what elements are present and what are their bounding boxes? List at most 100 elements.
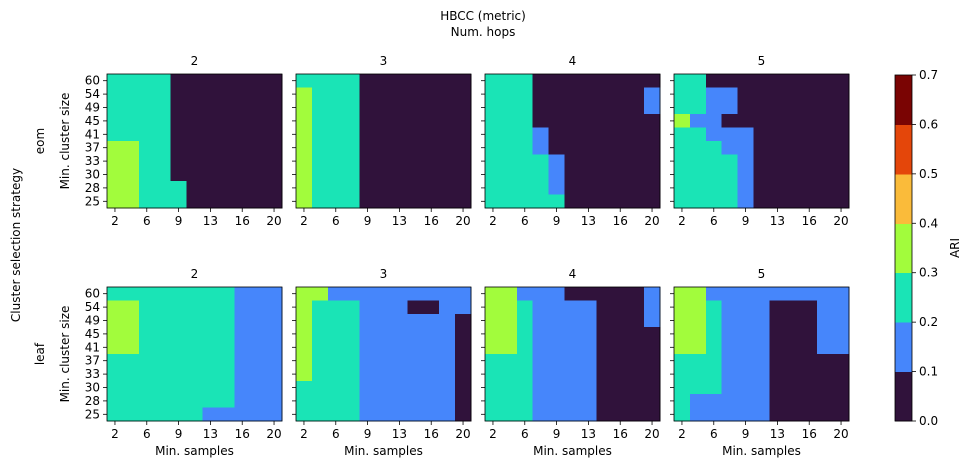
heatmap-cell [737,327,755,342]
heatmap-cell [343,141,361,155]
heatmap-cell [674,300,691,315]
heatmap-cell [564,340,582,355]
heatmap-cell [455,313,472,328]
heatmap-cell [689,407,707,422]
heatmap-cell [423,354,440,368]
heatmap-cell [674,313,691,328]
heatmap-cell [407,327,424,342]
heatmap-cell [375,407,393,422]
heatmap-cell [721,114,739,129]
heatmap-cell [250,100,267,115]
heatmap-cell [500,141,518,155]
heatmap-cell [234,141,251,155]
heatmap-cell [455,194,472,209]
heatmap-cell [343,313,361,328]
heatmap-cell [485,141,502,155]
heatmap-cell [375,167,393,182]
heatmap-cell [311,167,329,182]
heatmap-cell [122,141,140,155]
x-tick-label: 20 [455,214,470,228]
heatmap-cell [154,141,172,155]
colorbar-segment [895,173,912,224]
heatmap-cell [689,300,707,315]
heatmap-cell [580,127,597,142]
heatmap-cell [612,354,629,368]
heatmap-cell [580,141,597,155]
heatmap-cell [753,340,771,355]
heatmap-cell [785,407,802,422]
heatmap-cell [612,100,629,115]
heatmap-cell [107,287,124,301]
heatmap-cell [548,327,566,342]
heatmap-cell [296,287,313,301]
colorbar-tick-label: 0.4 [919,216,938,230]
heatmap-cell [311,194,329,209]
heatmap-cell [705,327,723,342]
heatmap-cell [612,87,629,102]
heatmap-cell [689,394,707,409]
heatmap-cell [674,354,691,368]
heatmap-cell [311,287,329,301]
heatmap-cell [122,354,140,368]
heatmap-cell [439,313,456,328]
heatmap-cell [375,127,393,142]
heatmap-cell [375,141,393,155]
heatmap-cell [170,407,188,422]
heatmap-cell [628,181,645,196]
heatmap-cell [785,327,802,342]
heatmap-cell [500,100,518,115]
heatmap-cell [500,287,518,301]
heatmap-cell [218,354,235,368]
heatmap-cell [817,287,834,301]
colorbar-segment [895,322,912,373]
heatmap-cell [689,74,707,88]
x-axis-label: Min. samples [533,444,612,458]
heatmap-cell [154,407,172,422]
heatmap-cell [122,300,140,315]
heatmap-cell [644,154,661,169]
heatmap-cell [485,74,502,88]
heatmap-cell [234,74,251,88]
heatmap-cell [580,394,597,409]
heatmap-cell [769,380,786,395]
heatmap-cell [548,380,566,395]
heatmap-cell [359,100,377,115]
heatmap-cell [186,407,204,422]
x-tick-label: 6 [143,214,151,228]
heatmap-cell [296,181,313,196]
colorbar-segment [895,223,912,274]
row-label-eom: eom [33,128,47,154]
panel-title: 4 [569,267,577,281]
heatmap-cell [439,87,456,102]
heatmap-cell [548,181,566,196]
heatmap-cell [833,394,850,409]
heatmap-cell [250,114,267,129]
heatmap-cell [801,141,818,155]
heatmap-cell [628,300,645,315]
heatmap-cell [154,114,172,129]
heatmap-cell [202,327,219,342]
heatmap-cell [817,354,834,368]
heatmap-cell [407,407,424,422]
heatmap-cell [737,194,755,209]
x-tick-label: 2 [111,214,119,228]
heatmap-cell [202,127,219,142]
heatmap-cell [596,127,613,142]
heatmap-cell [407,380,424,395]
heatmap-cell [785,181,802,196]
heatmap-cell [186,380,204,395]
x-tick-label: 20 [833,427,848,441]
heatmap-cell [500,181,518,196]
heatmap-cell [612,114,629,129]
heatmap-cell [296,141,313,155]
heatmap-cell [737,167,755,182]
heatmap-cell [234,340,251,355]
heatmap-cell [737,394,755,409]
x-tick-label: 9 [742,214,750,228]
heatmap-cell [327,394,345,409]
heatmap-cell [202,194,219,209]
heatmap-cell [218,340,235,355]
heatmap-cell [234,87,251,102]
heatmap-cell [516,154,534,169]
